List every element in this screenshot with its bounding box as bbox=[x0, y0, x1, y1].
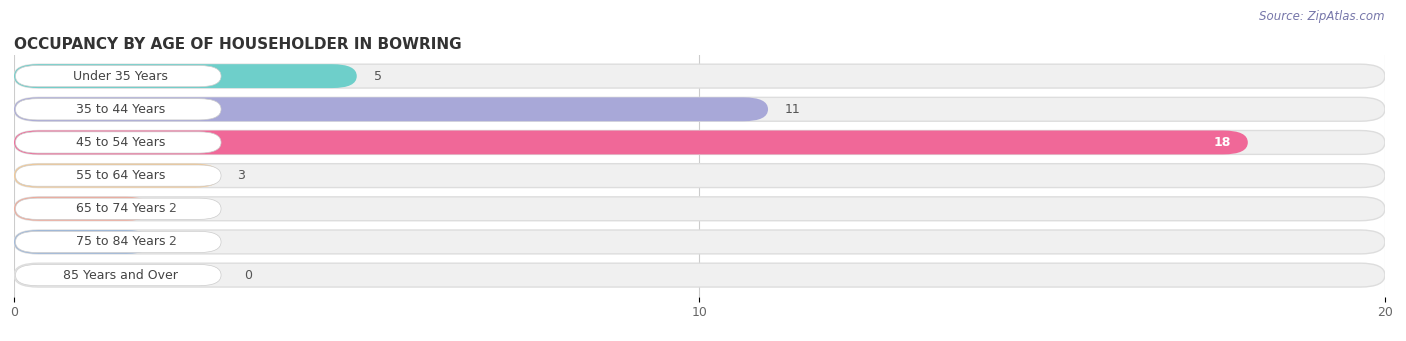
FancyBboxPatch shape bbox=[15, 99, 221, 120]
FancyBboxPatch shape bbox=[14, 64, 357, 88]
Text: 75 to 84 Years: 75 to 84 Years bbox=[76, 235, 165, 249]
Text: 2: 2 bbox=[169, 202, 176, 215]
Text: Under 35 Years: Under 35 Years bbox=[73, 70, 167, 83]
Text: 55 to 64 Years: 55 to 64 Years bbox=[76, 169, 165, 182]
FancyBboxPatch shape bbox=[14, 230, 1385, 254]
Text: 3: 3 bbox=[236, 169, 245, 182]
Text: Source: ZipAtlas.com: Source: ZipAtlas.com bbox=[1260, 10, 1385, 23]
FancyBboxPatch shape bbox=[15, 198, 221, 219]
Text: 65 to 74 Years: 65 to 74 Years bbox=[76, 202, 165, 215]
FancyBboxPatch shape bbox=[14, 263, 1385, 287]
FancyBboxPatch shape bbox=[14, 197, 1385, 221]
Text: 45 to 54 Years: 45 to 54 Years bbox=[76, 136, 165, 149]
Text: 2: 2 bbox=[169, 235, 176, 249]
Text: 0: 0 bbox=[243, 269, 252, 282]
FancyBboxPatch shape bbox=[15, 265, 221, 286]
FancyBboxPatch shape bbox=[14, 197, 152, 221]
Text: 85 Years and Over: 85 Years and Over bbox=[63, 269, 177, 282]
Text: OCCUPANCY BY AGE OF HOUSEHOLDER IN BOWRING: OCCUPANCY BY AGE OF HOUSEHOLDER IN BOWRI… bbox=[14, 37, 461, 52]
FancyBboxPatch shape bbox=[14, 164, 219, 188]
Text: 11: 11 bbox=[785, 103, 801, 116]
FancyBboxPatch shape bbox=[14, 131, 1249, 154]
FancyBboxPatch shape bbox=[15, 165, 221, 186]
Text: 18: 18 bbox=[1213, 136, 1230, 149]
FancyBboxPatch shape bbox=[14, 131, 1385, 154]
FancyBboxPatch shape bbox=[15, 132, 221, 153]
Text: 35 to 44 Years: 35 to 44 Years bbox=[76, 103, 165, 116]
FancyBboxPatch shape bbox=[14, 97, 768, 121]
FancyBboxPatch shape bbox=[14, 97, 1385, 121]
FancyBboxPatch shape bbox=[14, 64, 1385, 88]
FancyBboxPatch shape bbox=[15, 65, 221, 87]
Text: 5: 5 bbox=[374, 70, 382, 83]
FancyBboxPatch shape bbox=[14, 230, 152, 254]
FancyBboxPatch shape bbox=[15, 231, 221, 253]
FancyBboxPatch shape bbox=[14, 164, 1385, 188]
